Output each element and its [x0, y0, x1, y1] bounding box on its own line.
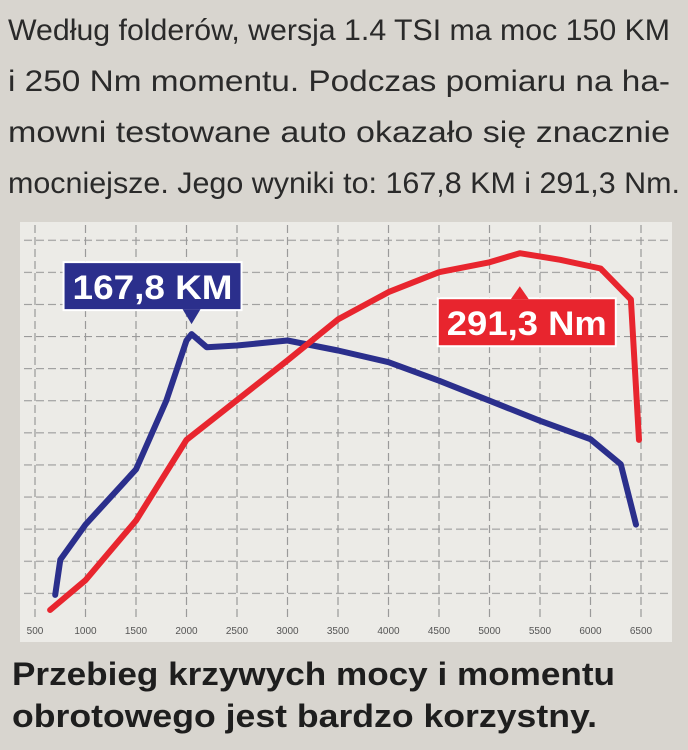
series-line	[52, 331, 639, 598]
intro-line: mocniejsze. Jego wyniki to: 167,8 KM i 2…	[8, 167, 680, 200]
x-tick-label: 2500	[226, 626, 249, 637]
x-tick-label: 500	[27, 626, 44, 637]
series-line	[47, 250, 642, 613]
callout-text: 167,8 KM	[73, 269, 233, 307]
callout: 291,3 Nm	[436, 286, 617, 348]
x-tick-label: 3500	[327, 626, 350, 637]
caption-line: obrotowego jest bardzo korzystny.	[12, 698, 597, 734]
x-tick-label: 3000	[276, 626, 299, 637]
x-tick-label: 2000	[175, 626, 198, 637]
x-tick-label: 4000	[377, 626, 400, 637]
x-tick-label: 4500	[428, 626, 451, 637]
x-tick-label: 5000	[478, 626, 501, 637]
intro-line: Według folderów, wersja 1.4 TSI ma moc 1…	[8, 14, 670, 47]
callout-box	[436, 297, 617, 348]
x-tick-label: 5500	[529, 626, 552, 637]
callout-pointer	[510, 286, 529, 300]
texts: Według folderów, wersja 1.4 TSI ma moc 1…	[8, 14, 680, 734]
intro-line: mowni testowane auto okazało się znaczni…	[8, 116, 670, 149]
chart: 500 1000 1500 2000 2500 3000 3500 4000 4500 5000 5…	[27, 225, 653, 637]
caption-line: Przebieg krzywych mocy i momentu	[12, 656, 615, 692]
x-tick-label: 6500	[630, 626, 653, 637]
x-tick-label: 1500	[125, 626, 148, 637]
intro-line: i 250 Nm momentu. Podczas pomiaru na ha-	[8, 65, 670, 98]
callout-box	[62, 261, 243, 312]
x-tick-label: 6000	[579, 626, 602, 637]
callout-text: 291,3 Nm	[447, 305, 607, 343]
callout: 167,8 KM	[62, 261, 243, 325]
x-tick-label: 1000	[74, 626, 97, 637]
callout-pointer	[182, 309, 201, 325]
